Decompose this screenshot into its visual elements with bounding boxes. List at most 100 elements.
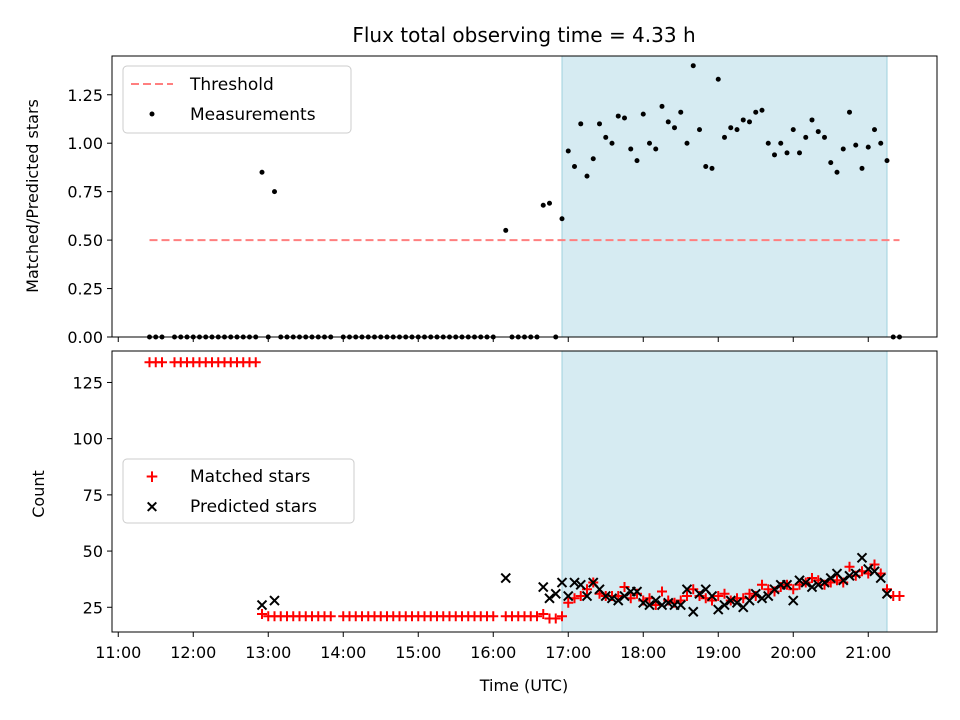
predicted-star-point [544,593,555,604]
measurement-point [697,127,702,133]
count-panel-frame [111,350,938,633]
matched-star-point [325,611,336,622]
measurements-legend-label: Measurements [190,105,316,125]
ratio-legend: Threshold Measurements [122,65,352,134]
predicted-star-point [781,579,793,590]
matched-star-point [250,357,261,368]
matched-star-point [532,611,542,622]
measurement-point [828,160,834,166]
predicted-star-point [638,597,649,608]
matched-star-point [575,591,586,602]
predicted-star-point [819,577,830,588]
predicted-star-point [825,572,836,584]
matched-star-point [713,591,724,602]
y-tick-label: 50 [83,542,103,561]
measurement-point [609,140,615,146]
measurement-point [647,140,652,146]
predicted-legend-label: Predicted stars [190,497,317,517]
measurement-point [584,173,590,179]
measurement-point [572,163,577,169]
measurement-points [147,63,902,340]
y-tick-label: 1.25 [67,86,103,105]
predicted-star-point [538,581,549,593]
ratio-panel-frame [111,55,938,338]
predicted-star-point [619,590,630,602]
matched-star-point [763,584,774,595]
measurement-point [540,202,546,208]
predicted-star-point [269,595,280,606]
predicted-star-point [881,588,893,599]
predicted-star-point [806,581,818,593]
predicted-star-point [875,572,886,584]
count-panel: 25 50 75 100 125 11:00 12:00 13:00 14:00 15:00 16… [29,350,938,695]
predicted-star-point [794,575,805,586]
ratio-y-axis-label: Matched/Predicted stars [23,99,42,293]
measurement-point [615,113,621,119]
predicted-star-point [750,588,761,599]
predicted-star-point [713,604,724,615]
predicted-star-point [613,595,624,606]
matched-star-point [538,609,549,620]
predicted-star-point [600,590,611,602]
predicted-star-point [563,590,574,602]
predicted-star-point [681,584,693,595]
y-tick-label: 0.25 [67,280,103,299]
measurement-point [603,134,609,140]
y-tick-label: 100 [72,430,103,449]
matched-star-point [788,584,799,595]
y-tick-label: 0.50 [67,231,103,250]
matched-star-point [688,584,699,595]
measurement-point [790,127,796,133]
measurement-point [815,129,821,135]
measurement-point [653,146,659,152]
x-tick-label: 17:00 [545,643,591,662]
measurement-point [622,115,627,121]
count-x-ticks: 11:00 12:00 13:00 14:00 15:00 16:00 17:00 18:00… [95,632,891,662]
measurement-point [715,76,721,82]
measurement-point [778,140,784,146]
measurement-point [759,107,765,113]
x-axis-label: Time (UTC) [479,676,568,695]
count-points [144,357,905,624]
measurement-point [872,127,877,133]
matched-star-point [488,611,499,622]
matched-star-point [563,597,574,608]
measurement-point [878,140,884,146]
measurement-point [259,169,265,175]
matched-star-point [619,582,630,593]
measurement-point [634,158,640,164]
predicted-star-point [688,606,699,617]
predicted-star-point [656,599,668,611]
measurement-point [772,152,777,158]
matched-star-point [844,561,855,572]
y-tick-label: 75 [83,486,103,505]
matched-star-point [557,611,567,622]
matched-star-point [744,588,755,599]
measurement-point [640,111,646,117]
measurement-point [853,142,859,148]
chart-title: Flux total observing time = 4.33 h [352,23,695,47]
matched-star-point [869,559,880,570]
predicted-star-point [725,595,736,606]
matched-star-point [157,357,167,368]
matched-legend-label: Matched stars [190,467,310,487]
measurement-point [628,146,634,152]
predicted-star-point [769,584,780,595]
measurement-point [590,156,596,162]
measurement-point [684,140,690,146]
measurement-point [678,109,684,115]
ratio-panel: 0.00 0.25 0.50 0.75 1.00 1.25 Matched/Predict… [23,55,938,347]
count-y-axis-label: Count [29,470,48,518]
y-tick-label: 0.75 [67,183,103,202]
measurement-point [734,127,740,133]
measurement-point [765,140,771,146]
ratio-legend-box [122,65,352,134]
predicted-star-point [863,563,874,575]
x-tick-label: 11:00 [95,643,141,662]
predicted-star-point [813,579,824,590]
measurement-point [840,146,846,152]
matched-legend-swatch: + [145,467,159,487]
x-tick-label: 14:00 [320,643,366,662]
predicted-star-point [650,595,661,606]
